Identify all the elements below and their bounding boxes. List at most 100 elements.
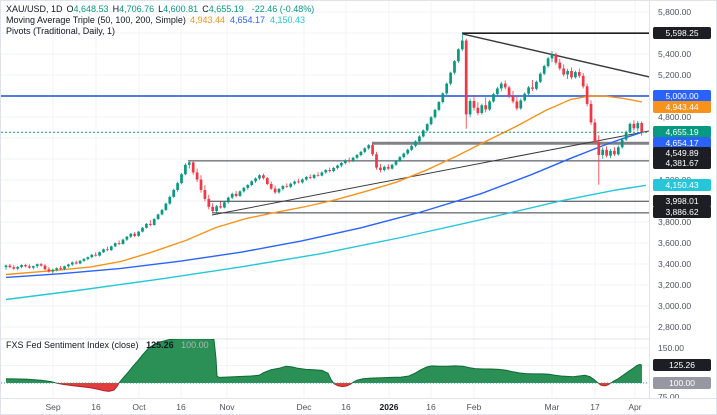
candle-body [507, 87, 511, 97]
ohlc-values: O4,648.53 H4,706.76 L4,600.81 C4,655.19 [67, 4, 248, 15]
ohlc-item: C4,655.19 [202, 4, 244, 14]
candle-body [265, 178, 269, 184]
candle-body [12, 267, 16, 269]
candle-body [164, 203, 168, 210]
candle-body [429, 117, 433, 125]
candle-body [527, 87, 530, 94]
candle-body [577, 72, 581, 76]
candle-body [585, 86, 589, 104]
candle-body [382, 166, 386, 171]
candle-body [332, 167, 335, 172]
candle-body [160, 209, 164, 215]
candle-body [35, 264, 39, 267]
time-tick: Feb [466, 402, 482, 412]
candle-body [402, 153, 406, 158]
price-axis-badge: 4,654.17 [653, 137, 711, 149]
ma-value: 4,654.17 [229, 15, 266, 25]
time-tick: Oct [132, 402, 146, 412]
candle-body [16, 266, 20, 269]
candle-body [336, 165, 339, 168]
candle-body [102, 249, 105, 253]
candle-body [468, 101, 472, 115]
price-tick: 5,400.00 [658, 49, 692, 59]
candle-body [281, 186, 285, 189]
candle-body [203, 189, 207, 199]
candle-body [386, 166, 390, 169]
price-tick: 5,800.00 [658, 7, 692, 17]
candle-body [191, 162, 195, 173]
sentiment-title: FXS Fed Sentiment Index (close) [6, 340, 139, 350]
candle-body [488, 101, 491, 110]
candle-body [499, 83, 503, 89]
ma-line-sma-100[interactable] [5, 131, 643, 279]
candle-body [624, 131, 628, 140]
candle-body [211, 206, 215, 211]
candle-body [371, 145, 374, 155]
candle-body [180, 174, 183, 184]
price-axis[interactable]: 5,800.005,400.005,200.004,800.004,200.00… [649, 1, 716, 402]
candle-body [133, 233, 137, 236]
candle-body [640, 123, 644, 133]
time-axis[interactable]: Sep 16 Oct 16 Nov Dec 16 2026 16 Feb Mar 17 Apr [1, 398, 716, 414]
candle-body [63, 266, 66, 270]
candle-body [254, 178, 257, 182]
legend-ma-row[interactable]: Moving Average Triple (50, 100, 200, Sim… [6, 15, 314, 26]
candle-body [418, 136, 421, 142]
ohlc-item: L4,600.81 [158, 4, 199, 14]
time-tick: 16 [91, 402, 101, 412]
candle-body [437, 102, 441, 110]
price-tick: 4,800.00 [658, 112, 692, 122]
ma-line-sma-50[interactable] [5, 95, 643, 276]
candle-body [172, 189, 176, 197]
price-axis-badge: 4,943.44 [653, 101, 711, 113]
price-tick: 3,600.00 [658, 238, 692, 248]
sentiment-area-positive[interactable] [6, 339, 642, 392]
candle-body [570, 71, 573, 78]
candle-body [55, 268, 59, 270]
candle-body [176, 183, 179, 190]
candle-body [363, 148, 367, 152]
candle-body [410, 145, 413, 150]
candle-body [375, 154, 378, 168]
candle-body [460, 40, 464, 50]
price-axis-badge: 4,150.43 [653, 179, 711, 191]
candle-body [258, 175, 261, 179]
candle-body [148, 223, 152, 225]
candle-body [589, 103, 593, 123]
sentiment-area-positive-outline [5, 339, 643, 383]
candle-body [379, 167, 382, 171]
candle-body [519, 100, 523, 109]
time-tick: 17 [590, 402, 600, 412]
ohlc-item: H4,706.76 [112, 4, 155, 14]
candle-body [320, 172, 324, 176]
ma-values: 4,943.44 4,654.17 4,150.43 [190, 15, 310, 26]
candle-body [390, 164, 394, 169]
candle-body [421, 130, 425, 137]
trendline[interactable] [211, 130, 649, 216]
candle-body [242, 187, 246, 192]
candle-body [90, 254, 94, 258]
sentiment-legend[interactable]: FXS Fed Sentiment Index (close) 125.26 1… [6, 340, 209, 350]
candle-body [215, 206, 218, 211]
price-tick: 3,400.00 [658, 259, 692, 269]
candle-body [285, 186, 289, 187]
legend-pivots-row[interactable]: Pivots (Traditional, Daily, 1) [6, 26, 314, 37]
price-tick: 3,800.00 [658, 217, 692, 227]
candle-body [262, 175, 265, 179]
ohlc-item: O4,648.53 [66, 4, 109, 14]
pivots-title: Pivots (Traditional, Daily, 1) [6, 26, 116, 36]
candle-body [351, 157, 355, 162]
candle-body [67, 264, 70, 267]
legend-symbol-row[interactable]: XAU/USD, 1D O4,648.53 H4,706.76 L4,600.81 C… [6, 4, 314, 15]
candle-body [476, 107, 480, 114]
time-tick: 2026 [379, 402, 399, 412]
chart-canvas[interactable] [1, 1, 649, 398]
candle-body [449, 72, 452, 84]
candle-body [628, 123, 632, 132]
candle-body [523, 93, 527, 101]
sentiment-area-negative[interactable] [6, 339, 642, 392]
ma-line-sma-200[interactable] [5, 184, 647, 301]
candle-body [316, 174, 320, 176]
candle-body [273, 188, 277, 193]
